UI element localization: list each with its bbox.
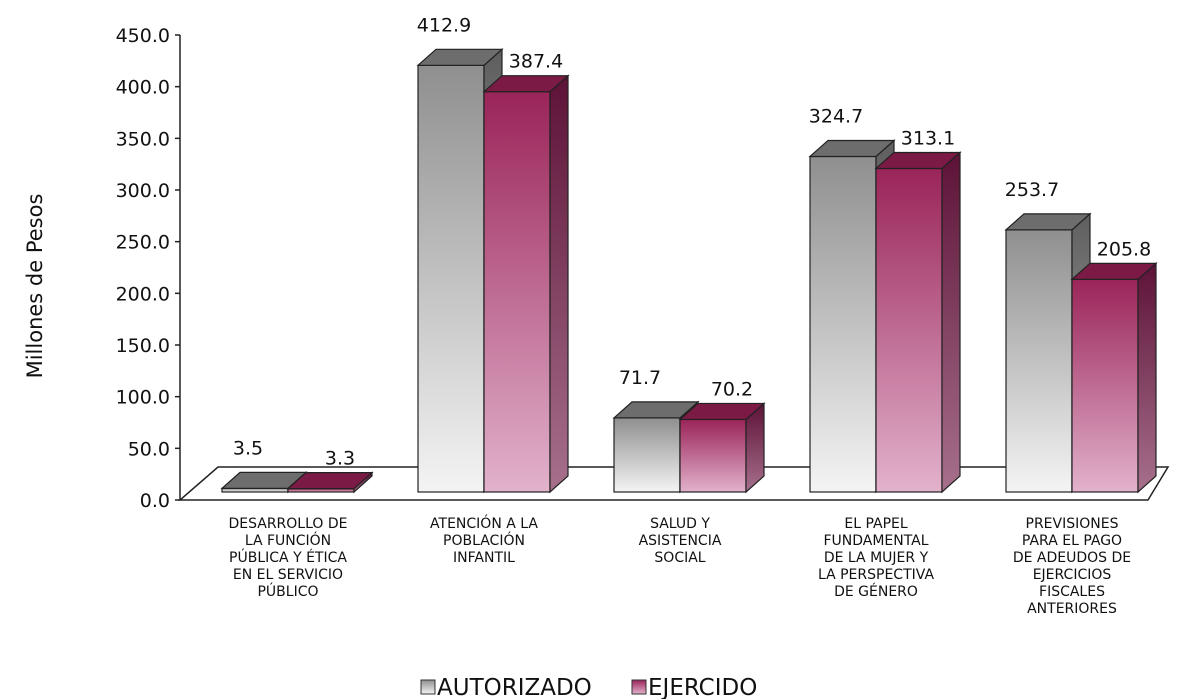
category-label-line: ATENCIÓN A LA [430, 514, 538, 532]
bar-ejercido-4 [1070, 262, 1158, 494]
category-label-line: PÚBLICO [257, 582, 318, 600]
category-label-line: DE ADEUDOS DE [1013, 550, 1131, 566]
bar-autorizado-2 [612, 400, 700, 494]
bar-top-face [808, 139, 896, 158]
y-tick-label: 150.0 [116, 335, 170, 357]
category-label-line: INFANTIL [453, 550, 515, 566]
bar-top-face [612, 401, 700, 419]
data-label-ejercido: 313.1 [901, 127, 955, 149]
bar-front-face [1005, 229, 1073, 493]
bar-front-face [483, 91, 551, 493]
y-axis-title: Millones de Pesos [23, 194, 47, 379]
bar-front-face [1071, 278, 1139, 493]
bar-front-face [875, 167, 943, 493]
bar-side-face [941, 151, 961, 494]
bar-top-face [874, 151, 962, 170]
bar-front-face [679, 418, 747, 493]
y-tick-label: 300.0 [116, 180, 170, 202]
data-label-ejercido: 3.3 [325, 448, 355, 470]
legend-label-ejercido: EJERCIDO [648, 675, 757, 699]
y-axis: 0.0 50.0 100.0 150.0 200.0 250.0 300.0 350.0 400… [116, 25, 181, 512]
data-labels: 3.5 3.3 412.9 387.4 71.7 70.2 324.7 313.1 253.7 2… [233, 14, 1151, 469]
bar-top-face [416, 48, 504, 66]
category-label-line: SOCIAL [654, 550, 705, 566]
bar-front-face [417, 64, 485, 493]
bar-top-face [1004, 213, 1092, 231]
category-label-line: FISCALES [1039, 584, 1105, 600]
data-label-autorizado: 412.9 [417, 14, 471, 36]
bar-ejercido-3 [874, 151, 962, 494]
data-label-autorizado: 71.7 [619, 367, 661, 389]
bar-ejercido-2 [678, 402, 766, 494]
category-label-line: SALUD Y [650, 516, 710, 532]
data-label-autorizado: 253.7 [1005, 179, 1059, 201]
category-label-line: PARA EL PAGO [1022, 533, 1122, 549]
bar-side-face [549, 74, 569, 494]
bar-top-face [286, 471, 374, 490]
category-label-line: LA FUNCIÓN [245, 531, 331, 549]
category-label-line: EN EL SERVICIO [233, 567, 343, 583]
y-tick-label: 250.0 [116, 232, 170, 254]
y-tick-label: 400.0 [116, 77, 170, 99]
data-label-ejercido: 387.4 [509, 51, 563, 73]
data-label-ejercido: 70.2 [711, 378, 753, 400]
bar-ejercido-1 [482, 74, 570, 494]
category-label-line: LA PERSPECTIVA [818, 567, 934, 583]
category-label-line: PÚBLICA Y ÉTICA [229, 548, 347, 566]
category-label-line: ASISTENCIA [639, 533, 722, 549]
legend-swatch-ejercido [631, 679, 647, 695]
category-label-line: FUNDAMENTAL [823, 533, 928, 549]
bar-top-face [482, 75, 570, 93]
bar-front-face [809, 155, 877, 493]
category-label-line: POBLACIÓN [443, 531, 525, 549]
y-tick-label: 50.0 [128, 438, 170, 460]
category-label-line: EJERCICIOS [1033, 567, 1112, 583]
y-tick-label: 450.0 [116, 25, 170, 47]
bar-side-face [1137, 262, 1157, 494]
bars [220, 48, 1158, 494]
category-label-line: DE GÉNERO [834, 583, 918, 600]
y-tick-label: 200.0 [116, 283, 170, 305]
y-tick-label: 100.0 [116, 387, 170, 409]
bar-top-face [1070, 262, 1158, 280]
y-tick-label: 0.0 [140, 490, 170, 512]
legend-swatch-autorizado [420, 679, 436, 695]
legend: AUTORIZADO EJERCIDO [420, 675, 757, 699]
data-label-autorizado: 3.5 [233, 437, 263, 459]
bar-top-face [678, 402, 766, 421]
category-label-line: EL PAPEL [844, 516, 908, 532]
category-label-line: ANTERIORES [1027, 601, 1117, 617]
bar-front-face [613, 417, 681, 493]
category-label-line: DESARROLLO DE [228, 516, 347, 532]
category-label-line: DE LA MUJER Y [824, 550, 929, 566]
category-label-line: PREVISIONES [1026, 516, 1119, 532]
legend-label-autorizado: AUTORIZADO [437, 675, 592, 699]
bar-ejercido-0 [286, 471, 374, 494]
y-tick-label: 350.0 [116, 128, 170, 150]
data-label-ejercido: 205.8 [1097, 238, 1151, 260]
data-label-autorizado: 324.7 [809, 105, 863, 127]
